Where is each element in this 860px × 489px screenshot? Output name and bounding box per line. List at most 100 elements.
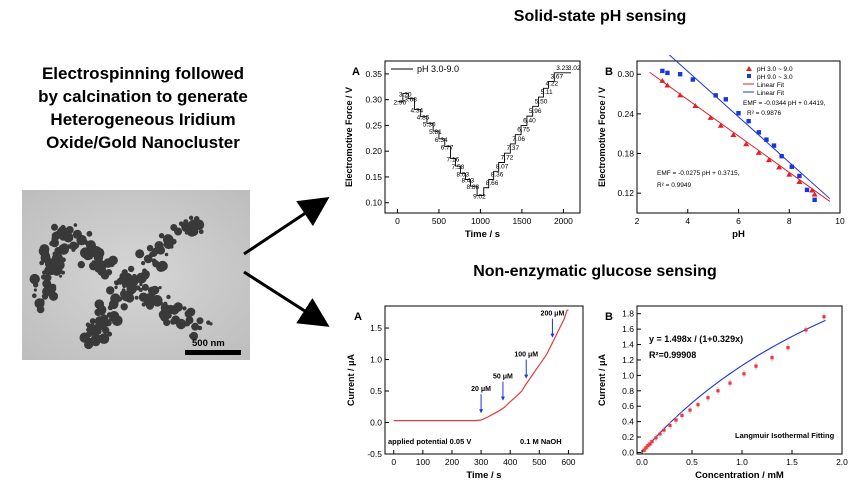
legend-label: pH 3.0-9.0 [417,64,459,74]
data-point-triangle [692,102,699,108]
data-point [674,418,678,422]
data-point-square [723,97,729,102]
nanocluster-particle [198,229,204,235]
data-point-triangle [707,114,714,120]
legend-marker [747,74,751,78]
injection-arrowhead [550,333,555,338]
scale-bar-label: 500 nm [192,338,225,349]
nanocluster-particle [123,293,131,300]
data-point [648,442,652,446]
nanocluster-particle [43,252,51,260]
injection-arrowhead [500,396,505,401]
x-tick-label: 300 [474,457,488,467]
data-point [786,346,790,350]
legend-label: Linear Fit [757,90,784,97]
nanocluster-particle [122,269,128,275]
data-point [644,446,648,450]
injection-label: 50 μM [493,374,513,381]
x-axis-label: Concentration / mM [695,470,784,481]
nanocluster-particle [63,232,74,243]
nanocluster-particle [158,286,162,290]
injection-arrowhead [479,409,484,414]
nanocluster-particle [150,289,157,296]
nanocluster-particle [51,241,56,246]
nanocluster-particle [111,315,123,326]
y-tick-label: 0.24 [617,109,634,119]
nanocluster-particle [186,307,196,317]
nanocluster-particle [158,233,165,239]
y-tick-label: 1.4 [622,340,634,350]
data-point [742,372,746,376]
data-point [688,408,692,412]
fit-line [668,55,831,200]
nanocluster-particle [196,317,204,325]
data-point-square [677,72,683,77]
data-point [646,443,650,448]
nanocluster-particle [121,288,126,292]
x-axis-label: Time / s [466,470,501,481]
y-tick-label: 0.30 [365,95,382,105]
nanocluster-particle [85,322,91,328]
nanocluster-particle [182,306,187,311]
nanocluster-particle [95,267,100,273]
data-point-square [812,197,817,202]
data-point [642,448,646,452]
nanocluster-particle [185,316,194,325]
y-tick-label: 0.2 [622,432,634,442]
step-ph-label: 4.22 [545,80,558,87]
x-tick-label: 8 [787,216,792,226]
data-point-triangle [765,157,772,163]
nanocluster-particle [89,261,98,271]
nanocluster-particle [54,258,63,266]
x-tick-label: 2 [635,216,640,226]
step-ph-label: 6.77 [441,145,454,152]
nanocluster-particle [51,236,57,242]
step-ph-label: 7.72 [501,155,514,162]
nanocluster-particle [100,314,109,323]
step-ph-label: 3.68 [404,97,417,104]
nanocluster-particle [74,243,80,249]
step-ph-label: 6.75 [517,127,530,134]
nanocluster-particle [110,293,121,304]
ph-sensing-heading: Solid-state pH sensing [513,8,687,25]
current-trace [393,309,569,422]
data-point-triangle [811,191,818,197]
nanocluster-particle [151,295,163,306]
glucose-calibration-chart: 0.0 0.5 1.0 1.5 2.0 0.0 0.2 0.4 0.6 0.8 1.0 1.2 1.4 1… [597,305,848,481]
nanocluster-particle [42,279,52,289]
data-point-triangle [776,164,783,170]
x-tick-label: 6 [736,216,741,226]
y-tick-label: 1.8 [622,309,634,319]
data-point-triangle [730,132,737,138]
step-ph-label: 6.40 [523,117,536,124]
nanocluster-particle [143,284,148,289]
y-tick-label: 0.0 [370,418,382,428]
panel-letter: B [605,66,613,78]
description-line-2: by calcination to generate [38,87,248,106]
data-point-square [665,70,670,76]
y-axis-label: Current / μA [597,353,607,406]
fit-r-squared: R² = 0.9876 [747,110,782,117]
data-point-square [764,137,769,142]
nanocluster-particle [189,331,199,341]
fit-r-squared: R²=0.99908 [649,350,696,360]
plot-frame [636,305,843,455]
step-ph-label: 5.96 [529,108,542,115]
y-tick-label: 0.20 [365,146,382,156]
fit-equation: y = 1.498x / (1+0.329x) [649,334,743,344]
data-point-square [779,153,784,159]
nanocluster-particle [114,280,120,286]
nanocluster-particle [87,245,94,253]
step-ph-label: 8.66 [486,180,499,187]
nanocluster-particle [164,252,169,257]
data-point [706,396,710,400]
x-tick-label: 200 [445,457,459,467]
nanocluster-particle [175,318,187,330]
step-ph-label: 5.81 [429,129,442,136]
x-tick-label: 2.0 [836,457,848,467]
nanocluster-particle [56,255,60,259]
y-tick-label: 0.12 [617,188,634,198]
nanocluster-particle [128,277,139,287]
nanocluster-particle [72,229,82,239]
x-tick-label: 10 [835,216,845,226]
